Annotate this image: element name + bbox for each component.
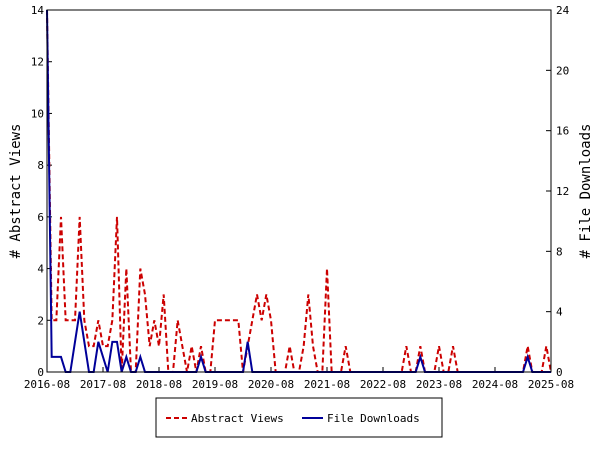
y-right-tick-label: 24 [556,4,570,17]
y-left-tick-label: 14 [31,4,45,17]
y-right-tick-label: 8 [556,245,563,258]
legend-box [155,397,443,438]
y-right-tick-label: 16 [556,125,569,138]
legend: Abstract Views File Downloads [155,397,443,438]
y-axis-right-title: # File Downloads [578,124,594,259]
x-tick-label: 2025-08 [528,378,574,391]
tick-labels: 2016-08 2017-08 2018-08 2019-08 2020-08 2021-… [24,4,574,391]
y-left-tick-label: 12 [31,56,44,69]
legend-label-file-downloads: File Downloads [327,412,420,425]
x-tick-label: 2020-08 [248,378,294,391]
x-tick-label: 2024-08 [472,378,518,391]
y-right-tick-label: 12 [556,185,569,198]
x-tick-label: 2017-08 [80,378,126,391]
y-left-tick-label: 0 [37,366,44,379]
x-tick-label: 2019-08 [192,378,238,391]
y-left-tick-label: 8 [37,159,44,172]
y-right-tick-label: 4 [556,306,563,319]
y-right-tick-label: 0 [556,366,563,379]
y-axis-left-title: # Abstract Views [8,124,24,259]
x-tick-label: 2018-08 [136,378,182,391]
legend-label-abstract-views: Abstract Views [191,412,284,425]
y-right-tick-label: 20 [556,64,569,77]
x-tick-label: 2016-08 [24,378,70,391]
plot-frame [46,9,552,373]
y-left-tick-label: 4 [37,263,44,276]
x-tick-label: 2021-08 [304,378,350,391]
y-left-tick-label: 6 [37,211,44,224]
y-left-tick-label: 2 [37,314,44,327]
x-tick-label: 2023-08 [416,378,462,391]
x-tick-label: 2022-08 [360,378,406,391]
y-left-tick-label: 10 [31,107,44,120]
